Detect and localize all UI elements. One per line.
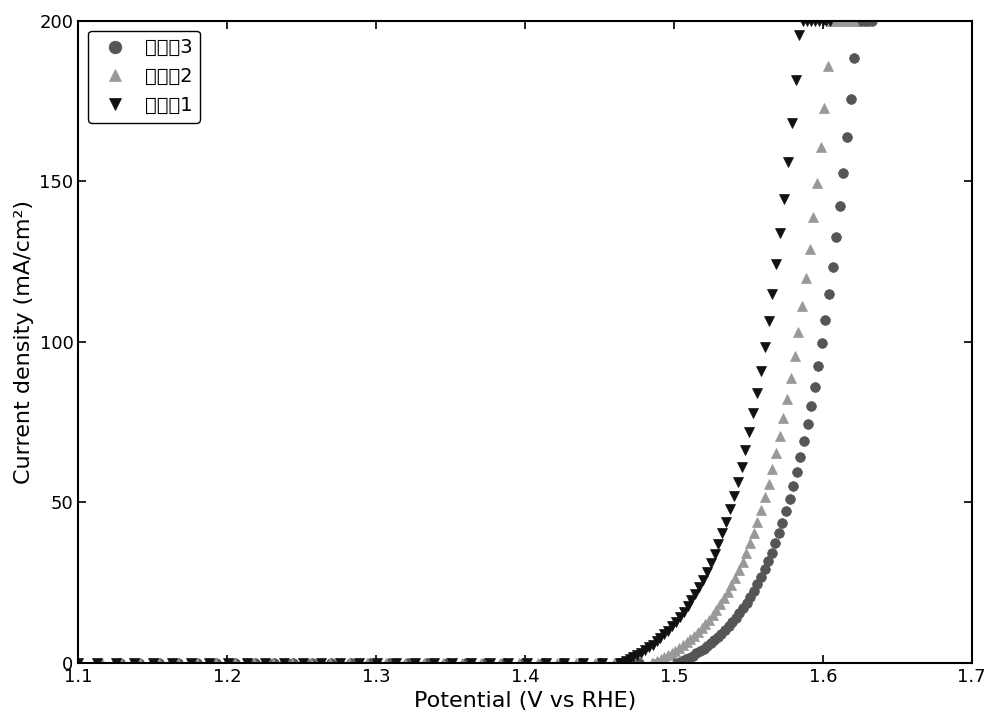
Legend: 实施例3, 实施例2, 实施例1: 实施例3, 实施例2, 实施例1 [88,30,200,123]
实施例2 [570,658,582,667]
Line: 实施例3: 实施例3 [115,16,877,668]
实施例3 [114,658,126,667]
实施例3 [594,658,606,667]
实施例2 [826,17,838,25]
实施例3 [848,54,860,62]
实施例3 [613,658,625,667]
实施例2 [361,658,373,667]
实施例3 [715,629,727,638]
实施例1 [558,658,570,667]
实施例3 [866,17,878,25]
实施例3 [671,658,683,667]
实施例2 [833,17,845,25]
实施例2 [692,628,704,637]
实施例1 [614,658,626,667]
实施例1 [72,658,84,667]
实施例1 [809,17,821,25]
实施例1 [797,17,809,25]
实施例1 [662,626,674,635]
实施例2 [646,658,658,667]
实施例1 [824,17,836,25]
Line: 实施例2: 实施例2 [97,16,859,668]
实施例1 [334,658,346,667]
Line: 实施例1: 实施例1 [74,16,835,668]
实施例3 [852,17,864,25]
实施例2 [589,658,601,667]
实施例2 [848,17,860,25]
实施例3 [383,658,395,667]
X-axis label: Potential (V vs RHE): Potential (V vs RHE) [414,691,636,711]
实施例2 [96,658,108,667]
Y-axis label: Current density (mA/cm²): Current density (mA/cm²) [14,200,34,484]
实施例1 [540,658,552,667]
